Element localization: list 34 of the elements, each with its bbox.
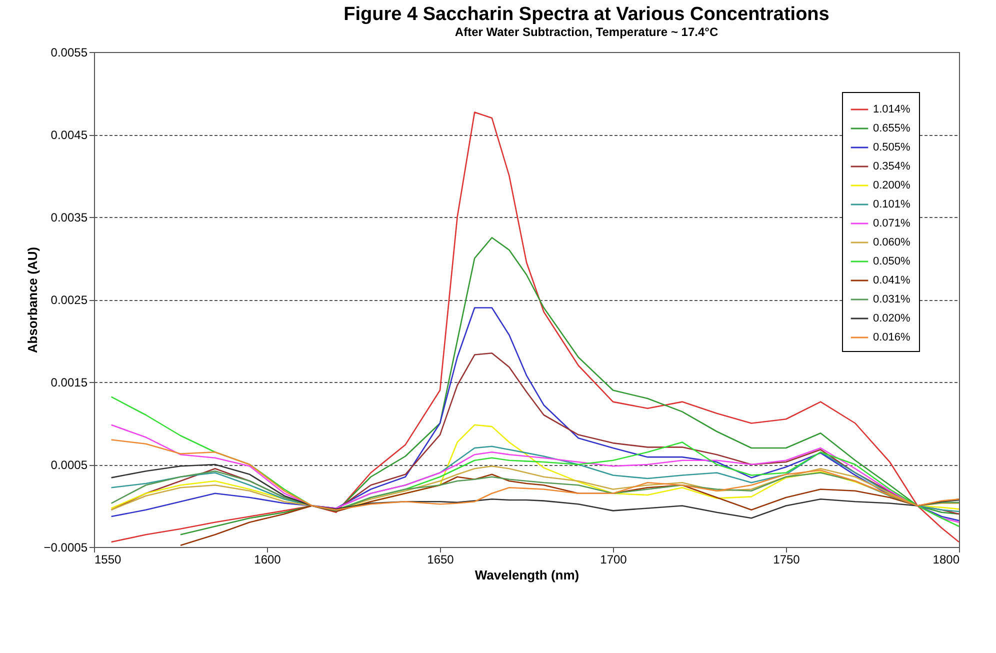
x-tick-label: 1600 [254,552,282,566]
line-series [110,307,959,522]
x-tick-label: 1700 [600,552,628,566]
legend-label: 0.020% [873,312,911,324]
legend-label: 0.016% [873,332,911,344]
legend-label: 0.354% [873,160,911,172]
y-tick-label: 0.0045 [50,128,88,142]
x-tick-label: 1650 [427,552,454,566]
x-tick-label: 1750 [773,552,800,566]
legend-label: 0.060% [873,236,911,248]
legend-label: 0.101% [873,198,911,210]
y-tick-label: 0.0035 [50,210,88,224]
legend-label: 0.071% [873,218,911,230]
y-tick-label: 0.0055 [50,46,88,60]
x-tick-label: 1550 [94,552,122,566]
legend-label: 0.655% [873,122,911,134]
y-tick-label: 0.0025 [50,293,88,307]
legend-label: 0.200% [873,180,911,192]
legend-label: 0.050% [873,256,911,268]
line-series [110,112,959,543]
legend-label: 1.014% [873,104,911,116]
line-series [180,236,959,536]
y-tick-label: 0.0015 [50,376,88,390]
y-axis-title: Absorbance (AU) [24,246,40,354]
y-tick-label: −0.0005 [44,540,88,554]
legend-label: 0.505% [873,142,911,154]
chart-title: Figure 4 Saccharin Spectra at Various Concentrations [344,4,830,25]
chart-subtitle: After Water Subtraction, Temperature ~ 17.4°C [454,25,718,39]
line-series [110,464,959,519]
y-tick-label: 0.0005 [50,458,88,472]
x-tick-label: 1800 [932,552,960,566]
x-axis-title: Wavelength (nm) [474,568,580,582]
legend-label: 0.031% [873,294,911,306]
legend-label: 0.041% [873,274,911,286]
